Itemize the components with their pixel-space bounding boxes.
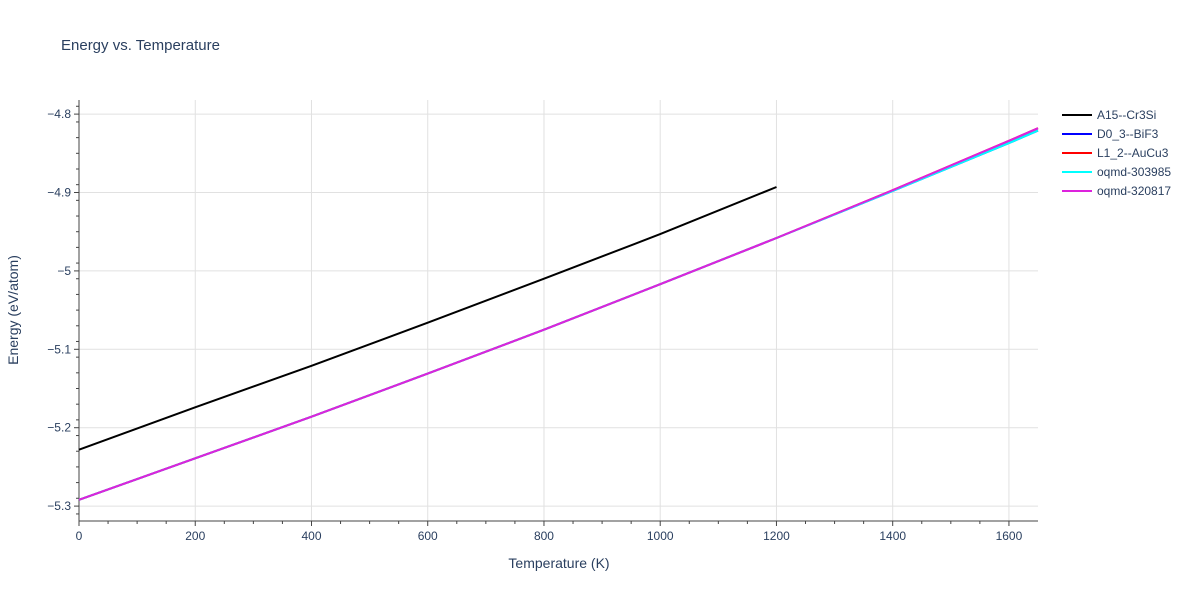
y-tick-label: −4.8 [47, 107, 71, 121]
series-line-oqmd-320817 [78, 127, 1039, 501]
series-lines [78, 127, 1039, 501]
legend-label: oqmd-303985 [1097, 165, 1171, 179]
legend-label: D0_3--BiF3 [1097, 127, 1159, 141]
legend-label: A15--Cr3Si [1097, 108, 1156, 122]
ticks: 0 200 400 600 800 1000 1200 1400 1600 −4.8 −4.9 −5 −… [47, 105, 1023, 543]
series-line-A15--Cr3Si [78, 186, 777, 451]
x-axis-title: Temperature (K) [508, 555, 609, 571]
x-tick-label: 600 [418, 529, 438, 543]
y-tick-label: −5.2 [47, 421, 71, 435]
grid [79, 100, 1038, 521]
x-tick-label: 200 [185, 529, 205, 543]
legend[interactable]: A15--Cr3Si D0_3--BiF3 L1_2--AuCu3 oqmd-3039… [1062, 108, 1171, 198]
legend-item[interactable]: oqmd-320817 [1062, 184, 1171, 198]
legend-item[interactable]: A15--Cr3Si [1062, 108, 1156, 122]
y-tick-label: −5.1 [47, 342, 71, 356]
y-tick-label: −5.3 [47, 499, 71, 513]
legend-item[interactable]: D0_3--BiF3 [1062, 127, 1159, 141]
x-tick-label: 1600 [996, 529, 1023, 543]
x-tick-label: 1400 [879, 529, 906, 543]
chart-title: Energy vs. Temperature [61, 37, 220, 54]
legend-item[interactable]: L1_2--AuCu3 [1062, 146, 1169, 160]
x-tick-label: 0 [76, 529, 83, 543]
legend-item[interactable]: oqmd-303985 [1062, 165, 1171, 179]
x-tick-label: 1200 [763, 529, 790, 543]
y-axis-title: Energy (eV/atom) [5, 255, 21, 365]
legend-label: L1_2--AuCu3 [1097, 146, 1169, 160]
x-tick-label: 400 [301, 529, 321, 543]
x-tick-label: 1000 [647, 529, 674, 543]
y-tick-label: −4.9 [47, 186, 71, 200]
x-tick-label: 800 [534, 529, 554, 543]
y-tick-label: −5 [57, 264, 71, 278]
legend-label: oqmd-320817 [1097, 184, 1171, 198]
